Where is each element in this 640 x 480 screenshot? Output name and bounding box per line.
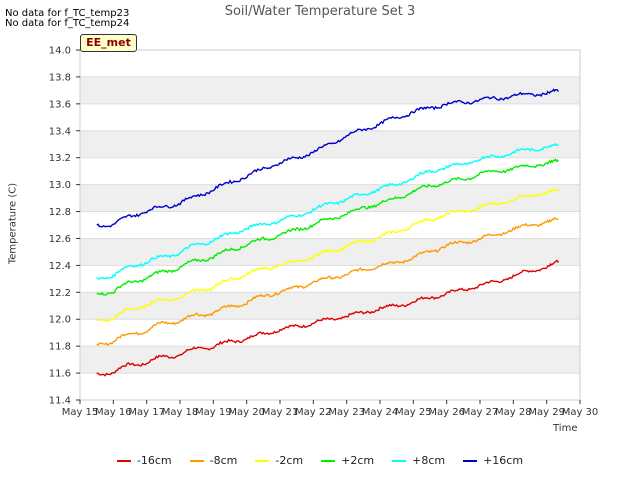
y-tick-label: 11.8 bbox=[49, 342, 71, 353]
series-line-2cm bbox=[96, 158, 559, 296]
y-tick-label: 13.6 bbox=[49, 99, 71, 110]
legend-item: -16cm bbox=[116, 454, 172, 467]
no-data-note-2: No data for f_TC_temp24 bbox=[5, 18, 130, 29]
x-tick-label: May 22 bbox=[295, 407, 332, 418]
legend-label: -16cm bbox=[136, 454, 172, 467]
legend-swatch bbox=[392, 459, 407, 462]
plot-band bbox=[80, 184, 580, 212]
legend-item: +2cm bbox=[321, 454, 374, 467]
plot-band bbox=[80, 130, 580, 158]
plot-band bbox=[80, 50, 580, 77]
legend-label: -2cm bbox=[275, 454, 304, 467]
legend-swatch bbox=[255, 459, 270, 462]
legend-label: +8cm bbox=[412, 454, 446, 467]
y-tick-label: 11.6 bbox=[49, 369, 71, 380]
x-tick-label: May 28 bbox=[495, 407, 532, 418]
plot-band bbox=[80, 346, 580, 374]
x-tick-label: May 15 bbox=[62, 407, 99, 418]
y-tick-label: 12.0 bbox=[49, 315, 71, 326]
plot-band bbox=[80, 265, 580, 293]
x-axis-label: Time bbox=[553, 423, 578, 434]
series-line-16cm bbox=[96, 88, 559, 228]
series-line-8cm bbox=[96, 142, 559, 280]
y-tick-label: 13.4 bbox=[49, 126, 71, 137]
series-line-16cm bbox=[96, 260, 559, 377]
legend-swatch bbox=[321, 459, 336, 462]
legend-item: -2cm bbox=[255, 454, 303, 467]
y-axis-label: Temperature (C) bbox=[7, 182, 19, 265]
x-tick-label: May 24 bbox=[362, 407, 399, 418]
plot-band bbox=[80, 319, 580, 347]
series-line-8cm bbox=[96, 217, 559, 347]
y-tick-label: 14.0 bbox=[49, 46, 71, 57]
x-tick-label: May 17 bbox=[128, 407, 165, 418]
y-tick-label: 11.4 bbox=[49, 396, 71, 407]
legend-item: +16cm bbox=[463, 454, 523, 467]
x-tick-label: May 21 bbox=[262, 407, 299, 418]
x-tick-label: May 18 bbox=[162, 407, 199, 418]
plot-band bbox=[80, 103, 580, 131]
x-tick-label: May 19 bbox=[195, 407, 232, 418]
legend-swatch bbox=[116, 459, 131, 462]
plot-band bbox=[80, 76, 580, 104]
y-tick-label: 12.6 bbox=[49, 234, 71, 245]
y-tick-label: 13.0 bbox=[49, 180, 71, 191]
x-tick-label: May 29 bbox=[528, 407, 565, 418]
legend-item: -8cm bbox=[189, 454, 238, 467]
legend-swatch bbox=[463, 459, 478, 462]
x-tick-label: May 20 bbox=[228, 407, 265, 418]
legend-item: +8cm bbox=[392, 454, 445, 467]
plot-band bbox=[80, 211, 580, 239]
y-tick-label: 12.4 bbox=[49, 261, 71, 272]
y-tick-label: 12.2 bbox=[49, 288, 71, 299]
x-tick-label: May 16 bbox=[95, 407, 132, 418]
legend-label: +2cm bbox=[341, 454, 375, 467]
plot-band bbox=[80, 292, 580, 320]
y-tick-label: 13.2 bbox=[49, 153, 71, 164]
legend-swatch bbox=[189, 459, 204, 462]
legend-label: -8cm bbox=[209, 454, 238, 467]
plot-band bbox=[80, 373, 580, 400]
series-line-2cm bbox=[96, 188, 559, 323]
legend-label: +16cm bbox=[483, 454, 524, 467]
x-tick-label: May 26 bbox=[428, 407, 465, 418]
x-tick-label: May 27 bbox=[462, 407, 499, 418]
y-tick-label: 12.8 bbox=[49, 207, 71, 218]
no-data-note-1: No data for f_TC_temp23 bbox=[5, 8, 130, 19]
y-tick-label: 13.8 bbox=[49, 72, 71, 83]
x-tick-label: May 23 bbox=[328, 407, 365, 418]
plot-frame bbox=[79, 49, 581, 401]
chart-title: Soil/Water Temperature Set 3 bbox=[224, 4, 416, 19]
site-label-badge: EE_met bbox=[80, 34, 137, 52]
plot-band bbox=[80, 157, 580, 185]
x-tick-label: May 25 bbox=[395, 407, 432, 418]
x-tick-label: May 30 bbox=[562, 407, 599, 418]
legend: -16cm -8cm -2cm +2cm +8cm +16cm bbox=[0, 454, 640, 467]
